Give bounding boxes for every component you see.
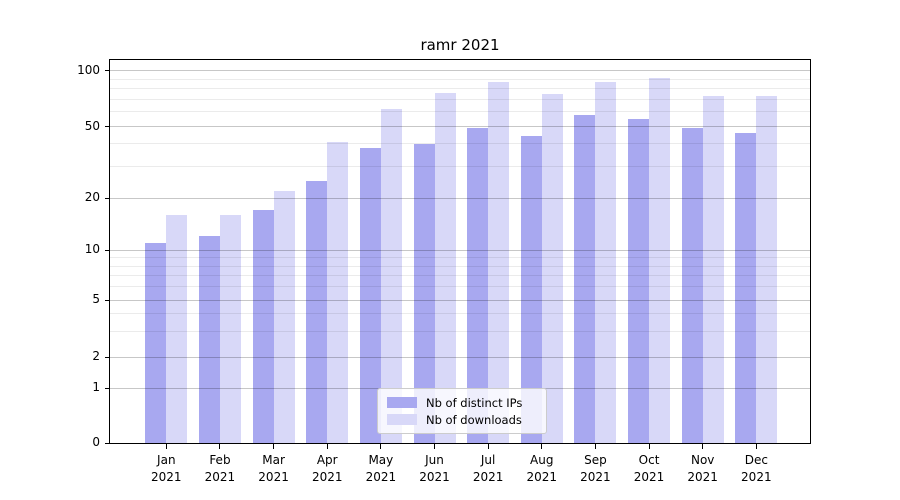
bar-nb-of-downloads-mar xyxy=(273,190,295,443)
legend-item-downloads: Nb of downloads xyxy=(387,411,537,428)
y-tick-label: 20 xyxy=(84,190,100,204)
gridline-major xyxy=(110,70,810,71)
x-tick-label: Oct 2021 xyxy=(633,453,665,484)
y-axis-tick xyxy=(105,197,110,199)
gridline-major xyxy=(110,356,810,358)
bar-nb-of-distinct-ips-aug xyxy=(520,136,542,443)
legend-label-downloads: Nb of downloads xyxy=(426,412,522,427)
gridline-minor xyxy=(110,286,810,288)
y-tick-label: 0 xyxy=(92,435,100,449)
y-axis-tick xyxy=(105,249,110,251)
bar-nb-of-downloads-oct xyxy=(649,78,671,443)
x-tick-label: Apr 2021 xyxy=(311,453,343,484)
y-tick-label: 1 xyxy=(92,380,100,394)
plot-area: Nb of distinct IPs Nb of downloads 0 1 2 5 1… xyxy=(77,59,811,484)
gridline-major xyxy=(110,126,810,127)
y-tick-label: 5 xyxy=(92,292,100,306)
x-axis-tick xyxy=(219,444,221,449)
x-axis-tick xyxy=(702,444,704,449)
gridline-minor xyxy=(110,143,810,145)
bar-nb-of-distinct-ips-oct xyxy=(628,118,650,443)
bar-nb-of-downloads-apr xyxy=(327,141,349,443)
gridline-minor xyxy=(110,331,810,333)
x-tick-label: Feb 2021 xyxy=(204,453,236,484)
x-axis-tick xyxy=(648,444,650,449)
gridline-minor xyxy=(110,165,810,167)
gridline-minor xyxy=(110,98,810,100)
gridline-minor xyxy=(110,88,810,90)
x-axis-tick xyxy=(165,444,167,449)
x-axis-tick xyxy=(380,444,382,449)
bar-nb-of-distinct-ips-jun xyxy=(413,143,435,443)
bar-nb-of-distinct-ips-feb xyxy=(198,236,220,443)
legend-item-distinct-ips: Nb of distinct IPs xyxy=(387,394,537,411)
y-axis-tick xyxy=(105,356,110,358)
x-axis-tick xyxy=(487,444,489,449)
y-axis-tick xyxy=(105,126,110,127)
bar-nb-of-downloads-jul xyxy=(488,81,510,443)
bar-nb-of-downloads-nov xyxy=(702,95,724,443)
bar-nb-of-distinct-ips-apr xyxy=(306,180,328,443)
x-tick-label: Dec 2021 xyxy=(741,453,772,484)
y-tick-label: 2 xyxy=(92,349,100,363)
x-tick-label: Jun 2021 xyxy=(419,453,450,484)
y-axis-tick xyxy=(105,70,110,71)
gridline-minor xyxy=(110,313,810,315)
bar-nb-of-downloads-aug xyxy=(541,93,563,443)
y-tick-label: 100 xyxy=(77,62,100,77)
legend-label-distinct-ips: Nb of distinct IPs xyxy=(426,395,523,410)
y-tick-label: 50 xyxy=(84,118,100,133)
chart-title: ramr 2021 xyxy=(420,36,500,54)
x-axis-tick xyxy=(434,444,435,449)
legend: Nb of distinct IPs Nb of downloads xyxy=(377,388,547,434)
bar-nb-of-distinct-ips-jan xyxy=(145,242,167,443)
x-axis-tick xyxy=(755,444,757,449)
y-axis-tick xyxy=(105,387,110,389)
gridline-minor xyxy=(110,111,810,113)
gridline-minor xyxy=(110,265,810,267)
bar-nb-of-downloads-jan xyxy=(166,214,188,443)
y-axis-tick xyxy=(105,442,110,444)
bar-nb-of-downloads-jun xyxy=(434,92,456,443)
x-tick-label: Aug 2021 xyxy=(526,453,558,484)
x-tick-label: Sep 2021 xyxy=(580,453,611,484)
bar-nb-of-distinct-ips-dec xyxy=(735,133,757,443)
bar-nb-of-distinct-ips-mar xyxy=(252,210,274,443)
bar-nb-of-downloads-feb xyxy=(219,214,241,443)
legend-swatch-distinct-ips xyxy=(387,397,417,408)
bar-nb-of-distinct-ips-may xyxy=(359,147,381,443)
x-tick-label: Nov 2021 xyxy=(687,453,718,484)
x-tick-label: May 2021 xyxy=(365,453,397,484)
gridline-major xyxy=(110,299,810,301)
x-tick-label: Mar 2021 xyxy=(258,453,289,484)
gridline-minor xyxy=(110,78,810,80)
gridline-major xyxy=(110,197,810,199)
gridline-major xyxy=(110,249,810,251)
x-axis-tick xyxy=(326,444,328,449)
x-tick-label: Jan 2021 xyxy=(151,453,182,484)
y-tick-label: 10 xyxy=(84,242,100,256)
legend-swatch-downloads xyxy=(387,414,417,425)
bar-nb-of-downloads-sep xyxy=(595,81,617,443)
bar-nb-of-distinct-ips-nov xyxy=(681,128,703,443)
bar-nb-of-downloads-may xyxy=(380,109,402,443)
x-axis-tick xyxy=(594,444,596,449)
gridline-minor xyxy=(110,257,810,259)
x-axis-tick xyxy=(273,444,275,449)
bar-nb-of-distinct-ips-sep xyxy=(574,114,596,443)
x-tick-label: Jul 2021 xyxy=(472,453,504,484)
gridline-minor xyxy=(110,275,810,277)
x-axis-tick xyxy=(541,444,543,449)
bar-nb-of-downloads-dec xyxy=(756,95,778,443)
y-axis-tick xyxy=(105,299,110,301)
bar-nb-of-distinct-ips-jul xyxy=(467,128,489,443)
